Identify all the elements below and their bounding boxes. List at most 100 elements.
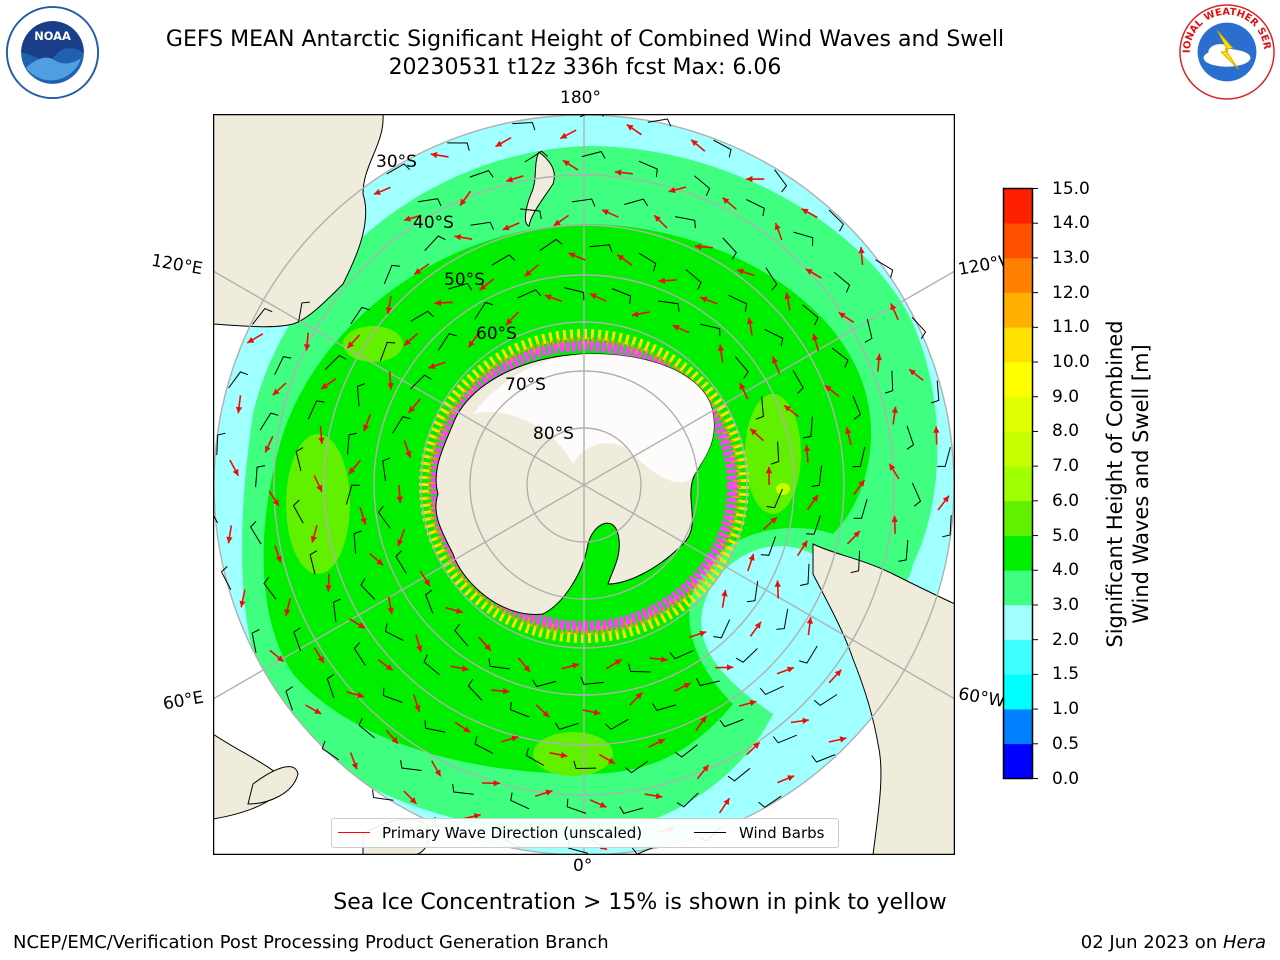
wind-barb [347,432,358,455]
wind-barb [382,687,403,703]
wave-direction-arrowhead [314,708,322,714]
wave-direction-arrowhead [602,209,609,216]
wind-barb [356,383,366,407]
wave-direction-arrowhead [787,775,795,782]
wind-barb [937,446,951,467]
wave-direction-arrowhead [812,333,819,341]
wave-direction-arrowhead [428,363,436,369]
wave-direction-arrowhead [524,269,532,277]
wave-direction-arrowhead [423,579,430,587]
wind-barb [942,514,952,538]
wind-barb [424,720,446,733]
wind-barb [758,795,782,808]
colorbar-bin [1003,674,1033,710]
wind-barb [852,446,866,468]
wave-direction-arrowhead [853,530,860,538]
wind-barb [571,198,596,207]
wave-direction-arrowhead [772,356,778,364]
wind-barb [470,221,494,230]
wave-direction-arrowhead [542,710,550,718]
wave-direction-arrowhead [404,339,411,346]
wind-barb [833,271,851,293]
wave-max-spot [776,483,790,495]
legend-swatch-wind-barbs [694,832,726,833]
wave-direction-arrowhead [416,645,423,652]
wave-direction-arrowhead [717,344,725,352]
colorbar-bin [1003,604,1033,640]
wind-barb [669,650,694,660]
wave-direction-arrowhead [699,630,707,637]
wave-direction-arrowhead [655,792,663,800]
wind-barb [400,760,422,771]
wave-direction-arrowhead [562,160,570,167]
colorbar-frame [1002,187,1034,780]
wave-direction-arrowhead [811,495,818,502]
wind-barb [252,307,273,325]
colorbar-title: Significant Height of Combined Wind Wave… [1102,274,1154,694]
wave-direction-arrowhead [839,736,847,743]
colorbar-bin [1003,327,1033,363]
wind-barb [285,686,293,711]
nws-logo: NATIONAL WEATHER SERVICE [1178,3,1275,100]
wind-barb [802,304,819,326]
wave-direction-arrowhead [765,467,773,474]
wind-barb [452,784,474,795]
wave-direction-arrowhead [456,607,463,614]
wind-barb [676,792,699,808]
wave-direction-arrowhead [272,499,279,506]
wave-band-5-6m-east [745,394,801,514]
wind-barb [488,658,510,670]
wind-barb [295,447,304,472]
wave-direction-arrowhead [626,124,634,131]
south-america [812,543,955,855]
wind-barb [713,619,731,639]
colorbar-tick-label: 2.0 [1052,629,1080,650]
wave-direction-arrowhead [774,223,781,230]
wave-direction-arrowhead [357,692,364,699]
wind-barb [811,465,823,487]
footer-date: 02 Jun 2023 on Hera [1081,932,1266,953]
footer-host: Hera [1222,932,1266,953]
wind-barb [693,175,711,197]
wave-direction-arrowhead [461,665,469,672]
wind-barb [326,673,335,698]
wave-direction-arrowhead [473,813,481,820]
wind-barb [713,139,732,158]
colorbar-bin [1003,466,1033,502]
wind-barb [474,301,494,320]
wind-barb [799,645,818,664]
colorbar-bin [1003,292,1033,328]
wave-direction-arrowhead [875,353,882,361]
wave-direction-arrowhead [396,496,403,503]
wind-barb [249,520,262,545]
wave-direction-arrowhead [660,656,668,663]
wave-direction-arrowhead [617,254,625,261]
wind-barb [831,347,849,368]
wind-barb [611,288,632,304]
wave-direction-arrowhead [316,484,323,492]
wave-band-5-6m-south [533,732,613,776]
wind-barb [309,550,318,575]
wave-direction-arrowhead [805,269,813,275]
chart-title: GEFS MEAN Antarctic Significant Height o… [110,26,1060,82]
noaa-logo: NOAA [5,5,100,100]
wind-barb [437,333,457,351]
wind-barbs [213,114,952,855]
wave-direction-arrowhead [691,139,698,147]
wind-barb [770,441,780,465]
wave-direction-arrowhead [683,683,691,689]
wave-direction-arrowhead [391,736,398,744]
colorbar-tick-label: 0.0 [1052,768,1080,789]
wave-direction-arrowhead [786,666,794,673]
wave-direction-arrowhead [802,717,809,724]
sea-ice-note: Sea Ice Concentration > 15% is shown in … [333,890,947,915]
wave-direction-arrowhead [784,292,791,300]
wave-direction-arrowhead [434,769,441,777]
wind-barb [884,370,894,394]
wave-direction-arrowhead [942,495,949,503]
wind-barb [828,209,845,232]
wind-barb [580,676,604,685]
colorbar-bin [1003,188,1033,224]
wave-direction-arrowhead [454,234,462,241]
wind-barb [448,282,473,291]
